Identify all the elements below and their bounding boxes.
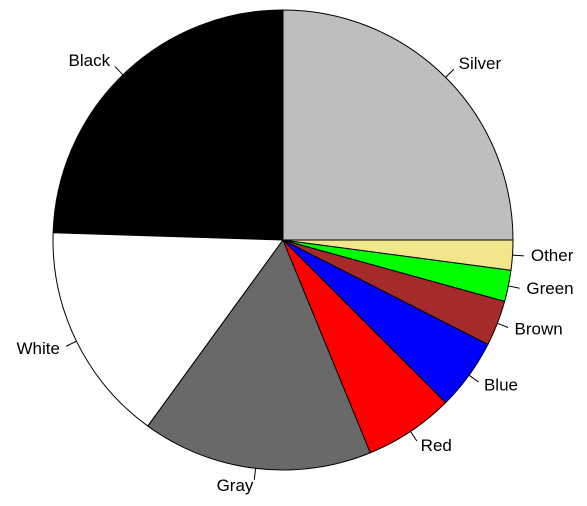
pie-slice-other (282, 239, 514, 271)
pie-slices (52, 9, 514, 471)
leader-line-gray (253, 468, 257, 480)
slice-label-other: Other (531, 246, 574, 265)
pie-slice-silver (282, 9, 514, 241)
pie-labels: Silver Black White Gray Red Blue Brown Green Oth… (16, 51, 573, 495)
slice-label-green: Green (526, 279, 573, 298)
leader-line-white (65, 340, 77, 347)
leader-line-green (508, 285, 520, 289)
pie-slice-gray (147, 239, 371, 471)
leader-line-red (410, 431, 418, 442)
pie-leader-lines (65, 66, 525, 480)
leader-line-blue (468, 374, 479, 383)
slice-label-gray: Gray (217, 476, 254, 495)
leader-line-black (114, 66, 124, 76)
slice-label-white: White (16, 339, 59, 358)
slice-label-blue: Blue (484, 375, 518, 394)
slice-label-brown: Brown (515, 319, 563, 338)
slice-label-red: Red (421, 436, 452, 455)
leader-line-other (512, 254, 525, 257)
pie-slice-white (52, 232, 284, 427)
slice-label-silver: Silver (459, 54, 502, 73)
leader-line-silver (445, 68, 455, 78)
pie-slice-black (52, 9, 284, 241)
leader-line-brown (497, 322, 509, 328)
slice-label-black: Black (69, 51, 111, 70)
